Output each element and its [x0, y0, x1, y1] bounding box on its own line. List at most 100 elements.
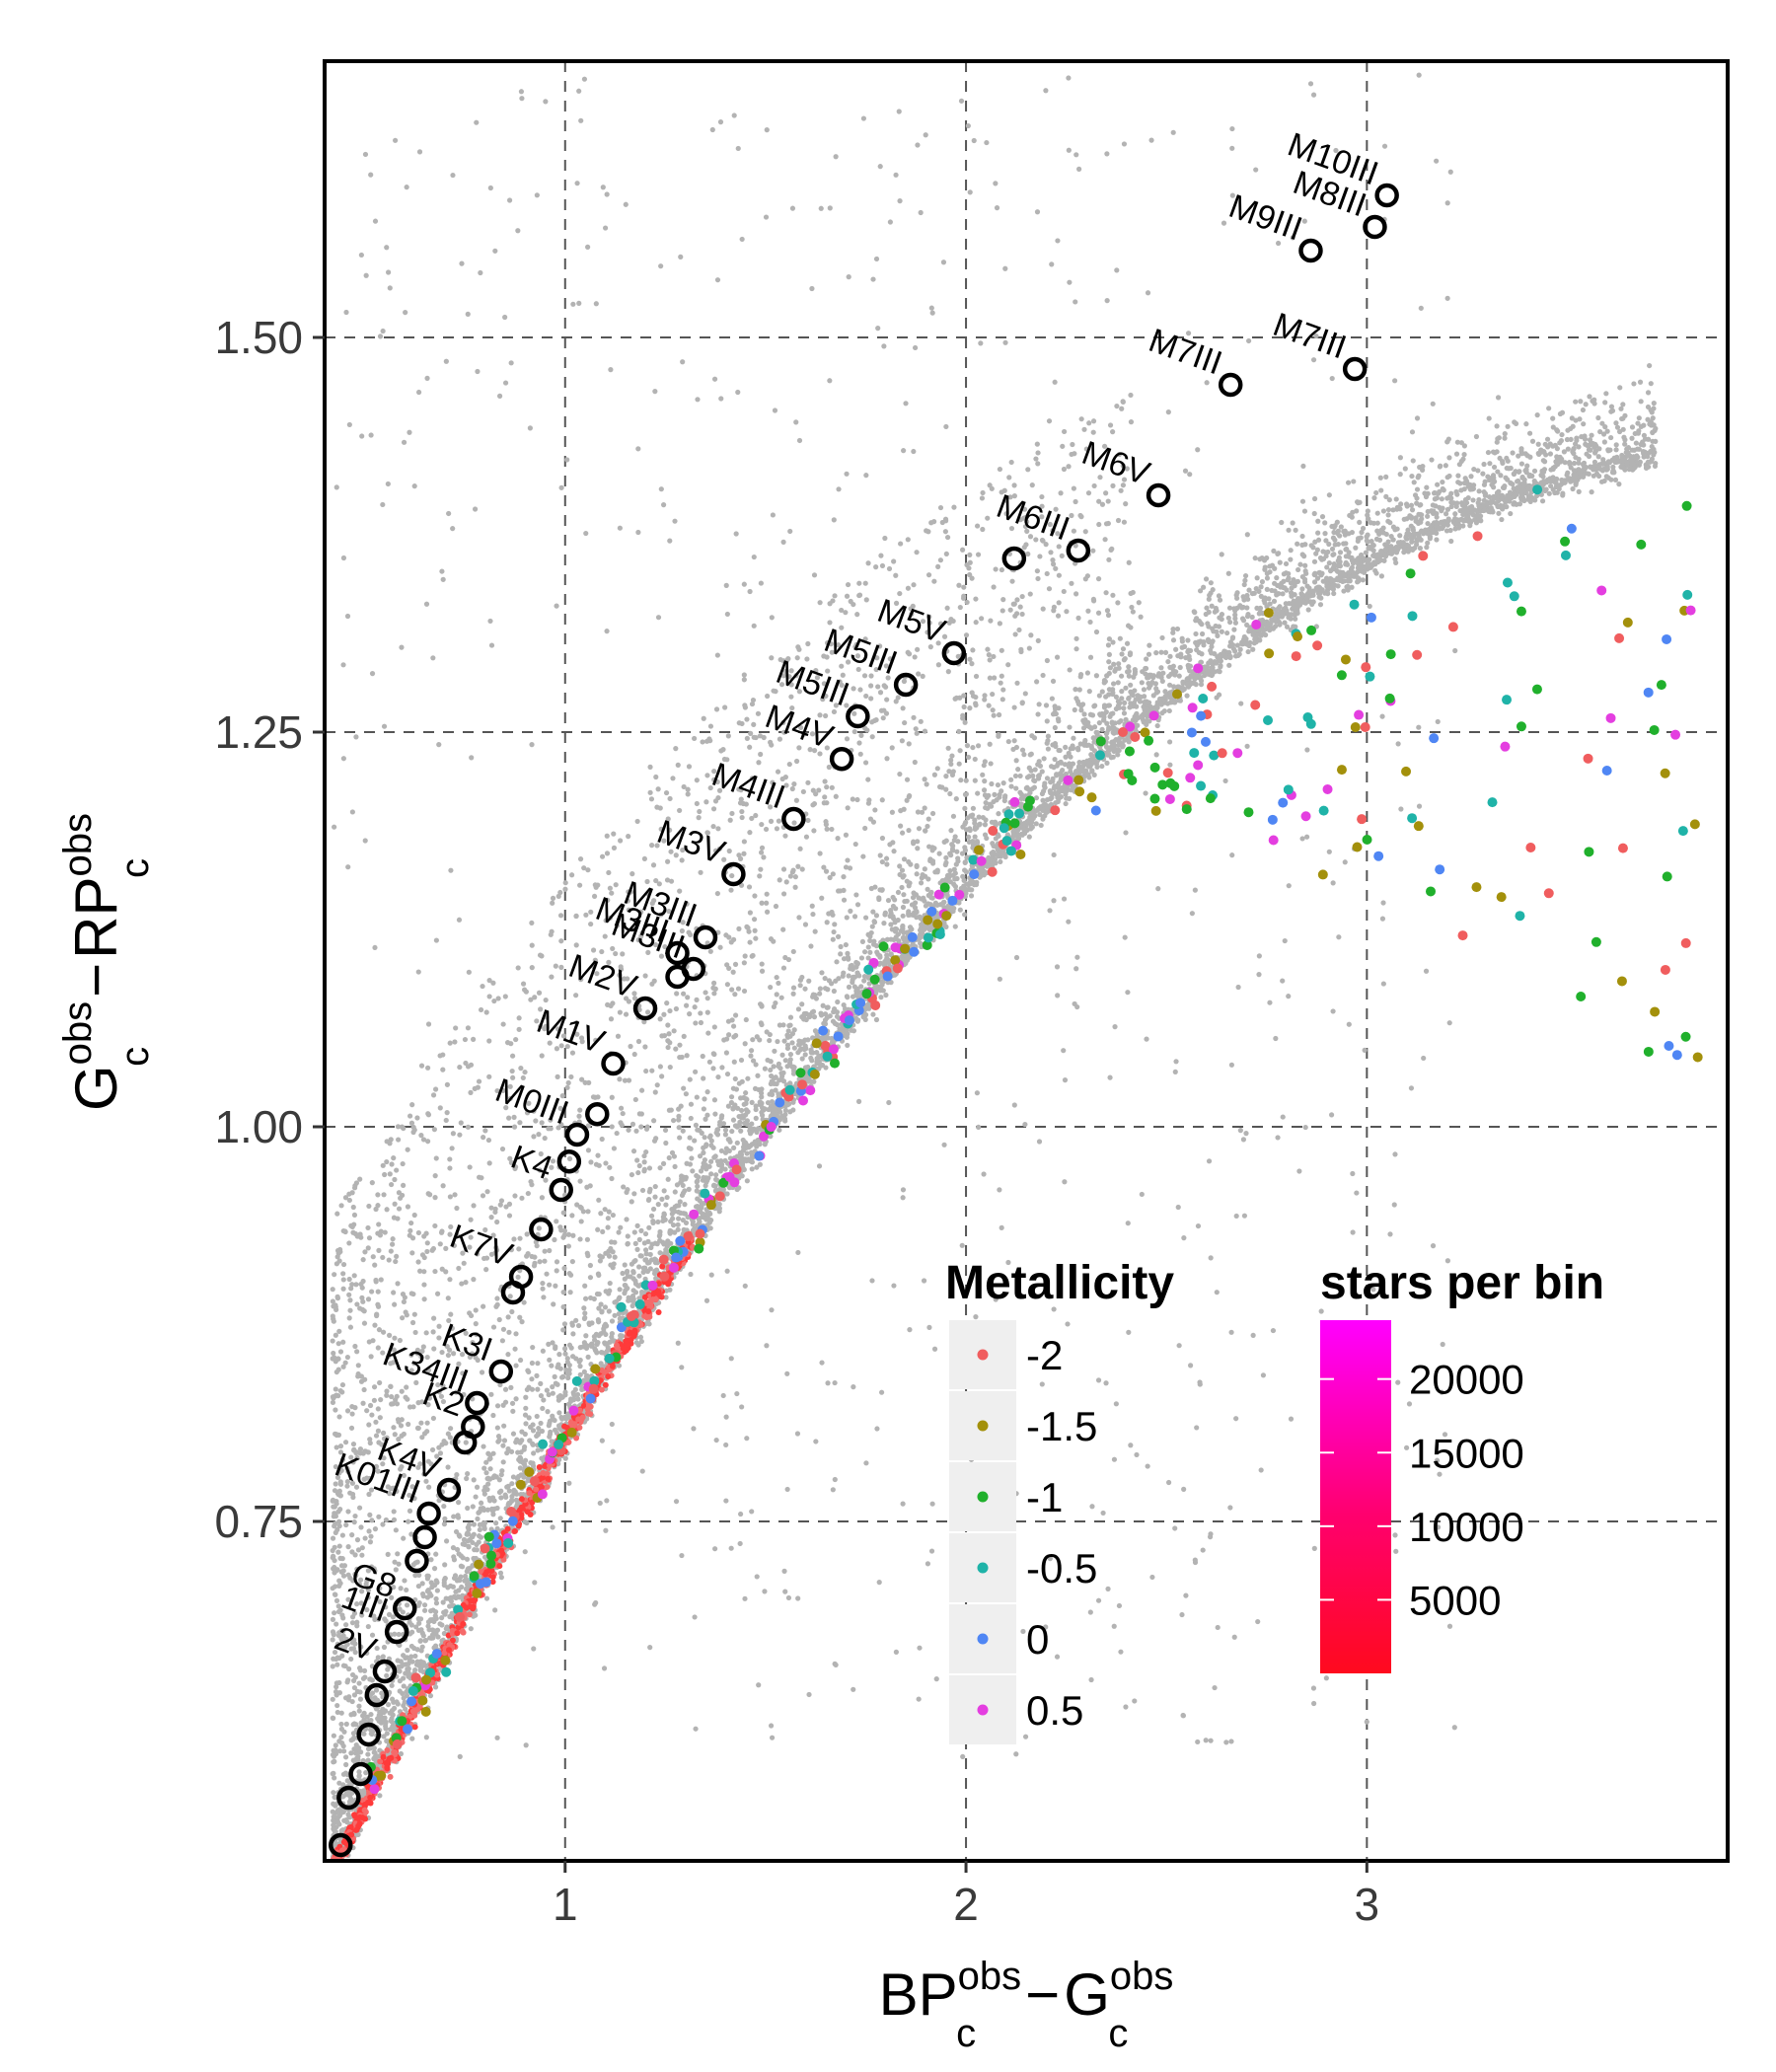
density-point	[1094, 730, 1100, 736]
density-point	[1185, 647, 1192, 653]
density-point	[676, 1216, 682, 1221]
density-point	[416, 1620, 422, 1626]
density-point	[544, 1387, 550, 1393]
density-point	[823, 1065, 829, 1071]
density-point	[717, 1168, 723, 1174]
density-point	[1579, 433, 1585, 440]
density-point	[454, 1578, 460, 1584]
density-point	[1289, 593, 1295, 599]
density-point	[331, 1790, 336, 1796]
density-point	[1053, 800, 1059, 806]
density-point	[982, 822, 989, 828]
density-point	[1146, 651, 1152, 657]
density-point	[1565, 427, 1571, 433]
density-point	[1491, 464, 1498, 471]
density-point	[452, 1573, 459, 1579]
density-point	[1638, 441, 1644, 447]
density-point	[1138, 614, 1144, 620]
density-point	[1323, 538, 1329, 544]
density-point	[1297, 561, 1303, 567]
density-point	[1461, 506, 1467, 512]
density-point	[1375, 559, 1381, 565]
density-point	[739, 1078, 745, 1084]
density-point	[465, 1471, 471, 1477]
density-point	[575, 1322, 582, 1329]
density-point	[865, 944, 871, 950]
density-point	[888, 922, 894, 927]
density-point	[1415, 520, 1422, 526]
density-point	[762, 1066, 768, 1072]
density-point	[1176, 673, 1182, 679]
density-point	[703, 1183, 708, 1189]
density-point	[1417, 546, 1424, 552]
density-point	[1637, 459, 1643, 465]
density-point	[1397, 455, 1404, 461]
density-point	[1353, 545, 1359, 551]
density-point	[1281, 578, 1287, 584]
density-point	[708, 1158, 714, 1164]
density-point	[1032, 777, 1038, 784]
density-point	[1225, 615, 1231, 621]
density-point	[1198, 682, 1205, 688]
density-point	[1572, 441, 1579, 447]
density-point	[1341, 588, 1347, 594]
density-point	[787, 1057, 793, 1063]
density-point	[631, 1191, 637, 1197]
density-point	[998, 851, 1003, 857]
density-point	[1595, 454, 1601, 460]
density-point	[1652, 463, 1659, 470]
density-point	[1212, 609, 1218, 615]
density-point	[607, 1280, 613, 1287]
density-point	[405, 1666, 410, 1672]
density-point	[1420, 463, 1426, 470]
density-point	[1171, 684, 1177, 690]
density-point	[1505, 423, 1511, 429]
density-point	[1623, 449, 1629, 456]
density-point	[952, 834, 958, 840]
density-point	[1170, 637, 1177, 643]
density-point	[1302, 568, 1308, 574]
density-point	[1573, 455, 1579, 461]
density-point	[389, 1707, 396, 1714]
density-point	[1206, 638, 1212, 645]
density-point	[901, 892, 907, 898]
density-point	[1325, 591, 1331, 597]
density-point	[1210, 667, 1216, 674]
density-point	[1398, 501, 1404, 507]
density-point	[1401, 516, 1407, 522]
density-point	[1383, 531, 1389, 538]
density-point	[1373, 553, 1380, 558]
density-point	[781, 1116, 788, 1122]
density-point	[1458, 487, 1464, 493]
density-point	[606, 1253, 613, 1259]
density-point	[1570, 478, 1576, 483]
density-point	[1617, 385, 1623, 391]
density-point	[1413, 539, 1420, 545]
density-point	[1434, 537, 1440, 543]
density-point	[1113, 736, 1119, 743]
density-point	[1610, 464, 1616, 470]
density-point	[561, 1321, 568, 1327]
density-point	[1311, 558, 1318, 564]
density-point	[1393, 496, 1399, 502]
density-point	[1119, 741, 1125, 747]
density-point	[1597, 428, 1603, 435]
density-point	[1181, 643, 1188, 649]
density-point	[1471, 466, 1477, 473]
density-point	[1408, 534, 1415, 540]
density-point	[1032, 767, 1038, 773]
density-point	[1357, 499, 1363, 505]
density-point	[1271, 598, 1278, 604]
density-point	[1641, 432, 1648, 438]
density-point	[1262, 564, 1268, 570]
density-point	[1105, 749, 1111, 755]
density-point	[749, 1142, 755, 1147]
density-point	[1641, 422, 1647, 428]
density-point	[726, 1147, 732, 1154]
density-point	[331, 1872, 335, 1877]
density-point	[946, 872, 953, 878]
density-point	[1429, 509, 1436, 515]
density-point	[1280, 612, 1287, 618]
density-point	[481, 1465, 487, 1471]
density-point	[1166, 707, 1172, 714]
